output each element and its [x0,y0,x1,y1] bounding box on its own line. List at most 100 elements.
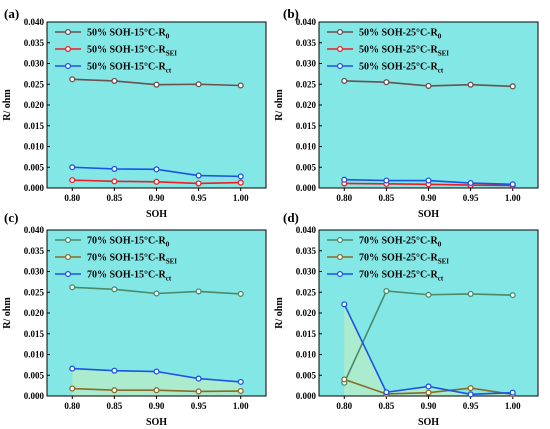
data-point [195,375,202,382]
data-point [341,176,348,183]
y-tick-label: 0.020 [24,308,45,318]
y-tick-label: 0.025 [24,79,45,89]
data-point [467,391,474,398]
plot-background [47,22,266,188]
legend-entry: 50% SOH-25°C-RSEI [359,45,449,58]
data-point [195,180,202,187]
legend-entry: 70% SOH-25°C-Rct [359,270,444,283]
y-tick-label: 0.015 [24,329,45,339]
x-axis-title: SOH [418,209,439,220]
x-tick-label: 0.90 [149,401,165,411]
y-tick-label: 0.040 [24,17,45,27]
y-tick-label: 0.030 [24,59,45,69]
y-tick-label: 0.000 [296,183,317,193]
legend-entry: 70% SOH-25°C-RSEI [359,253,449,266]
data-point [237,387,244,395]
legend-entry: 50% SOH-15°C-Rct [87,62,172,75]
y-tick-label: 0.015 [296,121,317,131]
data-point [237,179,244,186]
y-tick-label: 0.020 [24,100,45,110]
y-axis-title: R/ ohm [2,297,13,329]
data-point [237,173,244,180]
y-tick-label: 0.035 [24,246,45,256]
legend-entry: 50% SOH-25°C-Rct [359,62,444,75]
chart-panel-1: 0.000 0.005 0.010 0.015 0.020 0.025 0.030 0.035… [2,6,267,220]
y-tick-label: 0.000 [24,183,45,193]
plot-background [319,22,538,188]
data-point [69,284,76,291]
x-tick-label: 0.95 [191,193,207,203]
data-point [341,301,348,308]
data-point [467,179,474,187]
legend-swatch-marker [336,236,344,244]
x-tick-label: 0.95 [191,401,207,411]
data-point [383,287,390,295]
y-tick-label: 0.035 [296,38,317,48]
y-tick-label: 0.040 [296,225,317,235]
x-tick-label: 0.90 [421,401,437,411]
legend-swatch-marker [336,270,344,278]
legend-entry: 70% SOH-15°C-Rct [87,270,172,283]
plot-background [47,230,266,396]
y-tick-label: 0.035 [24,38,45,48]
data-point [509,389,516,396]
legend: 70% SOH-25°C-R0 70% SOH-25°C-RSEI 70% SOH-… [327,236,449,283]
data-point [69,177,76,184]
y-tick-label: 0.015 [24,121,45,131]
data-point [195,81,202,88]
chart-panel-4: 0.000 0.005 0.010 0.015 0.020 0.025 0.030 0.035… [274,210,539,428]
y-tick-label: 0.025 [296,287,317,297]
data-point [111,178,118,185]
legend-entry: 50% SOH-15°C-RSEI [87,45,177,58]
data-point [467,385,474,392]
legend-swatch-marker [64,62,72,70]
data-point [341,376,348,383]
data-point [425,291,432,298]
data-point [425,82,432,89]
x-axis-title: SOH [146,209,167,220]
data-point [69,365,76,372]
legend-swatch-marker [336,45,344,53]
x-tick-label: 0.85 [379,193,395,203]
legend: 50% SOH-15°C-R0 50% SOH-15°C-RSEI 50% SOH-… [55,28,177,75]
data-point [69,76,76,83]
data-point [111,77,118,84]
data-point [153,81,160,88]
data-point [153,290,160,297]
y-tick-label: 0.025 [296,79,317,89]
x-tick-label: 0.80 [336,193,352,203]
x-tick-label: 0.95 [463,401,479,411]
data-point [195,288,202,295]
y-axis-title: R/ ohm [274,89,285,121]
x-tick-label: 0.80 [64,193,80,203]
y-tick-label: 0.040 [296,17,317,27]
panel-label: (a) [4,6,19,21]
legend-swatch-marker [336,253,344,261]
chart-panel-2: 0.000 0.005 0.010 0.015 0.020 0.025 0.030 0.035… [274,6,539,220]
data-point [237,378,244,385]
y-tick-label: 0.040 [24,225,45,235]
data-point [383,177,390,184]
legend-entry: 50% SOH-15°C-R0 [87,28,170,41]
legend-swatch-marker [64,28,72,36]
data-point [69,385,76,392]
x-axis-title: SOH [146,417,167,428]
x-axis-title: SOH [418,417,439,428]
y-tick-label: 0.010 [296,350,317,360]
legend-entry: 70% SOH-15°C-RSEI [87,253,177,266]
y-tick-label: 0.030 [296,59,317,69]
data-point [111,286,118,293]
x-tick-label: 1.00 [505,193,521,203]
y-tick-label: 0.025 [24,287,45,297]
data-point [69,164,76,171]
data-point [425,383,432,390]
data-point [111,387,118,394]
data-point [153,178,160,185]
x-tick-label: 0.85 [107,193,123,203]
y-tick-label: 0.030 [296,267,317,277]
data-point [467,290,474,297]
panel-label: (c) [4,210,18,225]
data-point [383,389,390,396]
data-point [425,177,432,184]
data-point [425,389,432,396]
